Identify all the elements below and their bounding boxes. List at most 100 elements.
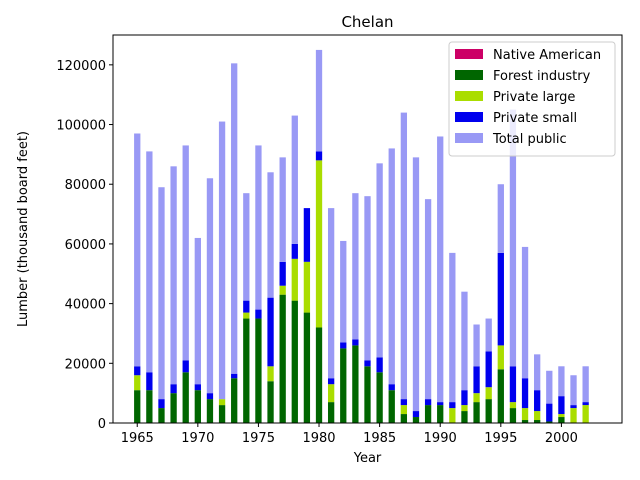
legend-frame	[448, 41, 616, 157]
legend-label: Native American	[493, 48, 601, 63]
bar-total-public-1973	[231, 63, 238, 374]
bar-forest-industry-1984	[364, 366, 371, 423]
bar-private-small-1983	[352, 339, 359, 346]
bar-private-small-1974	[243, 300, 250, 313]
bar-forest-industry-1973	[231, 378, 238, 423]
x-axis-label: Year	[353, 451, 382, 466]
bar-forest-industry-1993	[473, 402, 480, 423]
bar-forest-industry-1977	[279, 294, 286, 423]
bar-total-public-1970	[194, 237, 201, 385]
bar-private-large-1992	[461, 405, 468, 412]
bar-private-small-1982	[340, 342, 347, 349]
bar-private-large-2000	[558, 414, 565, 418]
bar-private-small-1984	[364, 360, 371, 367]
bar-forest-industry-1992	[461, 411, 468, 423]
bars	[134, 49, 589, 423]
bar-total-public-1975	[255, 145, 262, 310]
plot-frame	[112, 34, 623, 424]
bar-total-public-1994	[485, 318, 492, 352]
bar-private-small-1967	[158, 399, 165, 409]
y-axis: 0 20000 40000 60000 80000 100000 120000	[56, 59, 113, 432]
bar-total-public-1984	[364, 196, 371, 361]
bar-forest-industry-1987	[400, 414, 408, 423]
bar-total-public-2001	[570, 375, 577, 406]
bar-private-small-1973	[231, 373, 238, 379]
bar-forest-industry-1966	[146, 390, 153, 423]
bar-private-small-1988	[412, 411, 420, 418]
bar-forest-industry-1974	[243, 318, 250, 423]
bar-private-small-2002	[582, 402, 589, 406]
bar-private-small-1975	[255, 309, 262, 319]
bar-private-small-1966	[146, 372, 153, 391]
bar-private-large-1998	[534, 411, 541, 421]
legend-swatch	[455, 70, 483, 80]
bar-forest-industry-1969	[182, 372, 189, 423]
bar-total-public-1993	[473, 324, 480, 367]
bar-total-public-1977	[279, 157, 286, 262]
bar-forest-industry-1985	[376, 372, 383, 423]
bar-forest-industry-1982	[340, 348, 347, 423]
bar-forest-industry-1998	[534, 420, 541, 423]
bar-private-small-1995	[497, 252, 504, 346]
bar-total-public-1998	[534, 354, 541, 391]
bar-total-public-1987	[400, 112, 408, 400]
x-tick-label: 1980	[302, 431, 335, 446]
bar-private-large-1993	[473, 393, 480, 403]
bar-forest-industry-1995	[497, 369, 504, 423]
bar-total-public-1966	[146, 151, 153, 373]
bar-private-small-1990	[437, 402, 444, 406]
y-tick-label: 40000	[65, 298, 106, 313]
bar-total-public-1968	[170, 166, 177, 385]
bar-private-large-1991	[449, 408, 456, 423]
bar-forest-industry-1999	[546, 421, 553, 423]
x-tick-label: 1985	[363, 431, 396, 446]
bar-total-public-1978	[291, 115, 298, 244]
x-tick-label: 1970	[181, 431, 214, 446]
bar-total-public-1969	[182, 145, 189, 361]
bar-total-public-1990	[437, 136, 444, 403]
bar-private-small-1968	[170, 384, 177, 394]
bar-private-small-1992	[461, 390, 468, 406]
bar-private-large-1995	[497, 345, 504, 370]
bar-private-small-1991	[449, 402, 456, 409]
bar-forest-industry-1978	[291, 300, 298, 423]
bar-total-public-1967	[158, 187, 165, 400]
bar-private-small-1971	[206, 393, 214, 400]
y-tick-label: 100000	[56, 119, 106, 134]
bar-private-large-1974	[243, 312, 250, 319]
bar-total-public-1992	[461, 291, 468, 391]
bar-private-small-1986	[388, 384, 395, 391]
bar-total-public-1995	[497, 184, 504, 253]
bar-total-public-1974	[243, 193, 250, 301]
bar-private-large-1972	[218, 399, 226, 406]
legend-label: Private large	[493, 90, 575, 105]
bar-forest-industry-1988	[412, 417, 420, 423]
bar-total-public-1997	[521, 246, 529, 379]
chart-title: Chelan	[341, 13, 393, 31]
bar-private-small-1998	[534, 390, 541, 412]
bar-private-small-1996	[509, 366, 517, 403]
bar-total-public-1981	[327, 208, 335, 379]
bar-forest-industry-1994	[485, 399, 492, 423]
bar-private-large-1979	[303, 261, 311, 313]
bar-private-small-1976	[267, 297, 274, 367]
y-tick-label: 60000	[65, 238, 106, 253]
bar-private-small-1970	[194, 384, 201, 391]
bar-forest-industry-1967	[158, 408, 165, 423]
bar-total-public-1986	[388, 148, 395, 385]
bar-private-small-2001	[570, 405, 577, 409]
bar-forest-industry-1983	[352, 345, 359, 423]
legend-swatch	[455, 133, 483, 143]
bar-forest-industry-1986	[388, 390, 395, 423]
bar-total-public-2002	[582, 366, 589, 403]
bar-private-large-1978	[291, 258, 298, 301]
bar-private-small-1993	[473, 366, 480, 394]
bar-private-small-1978	[291, 243, 298, 259]
bar-forest-industry-1997	[521, 420, 529, 423]
bar-total-public-1971	[206, 178, 214, 394]
bar-total-public-1991	[449, 252, 456, 403]
bar-forest-industry-1971	[206, 399, 214, 423]
x-tick-label: 1965	[121, 431, 154, 446]
bar-private-large-1976	[267, 366, 274, 382]
